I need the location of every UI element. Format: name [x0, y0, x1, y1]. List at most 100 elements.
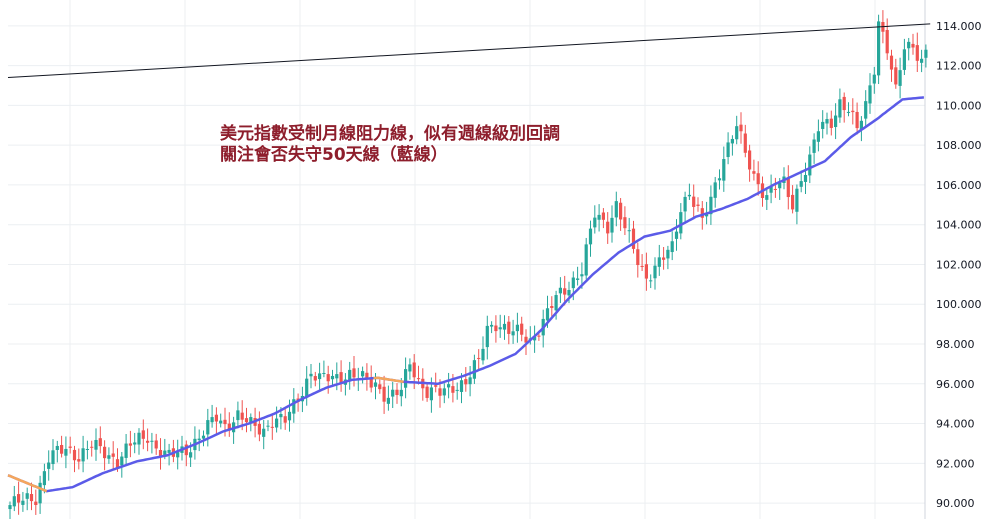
candle-down — [662, 257, 666, 260]
candle-down — [270, 426, 274, 428]
candle-down — [644, 264, 648, 279]
candle-down — [829, 118, 833, 128]
candle-up — [816, 131, 820, 142]
candle-up — [373, 382, 378, 387]
candle-up — [554, 295, 558, 311]
candle-up — [571, 277, 575, 289]
candle-down — [851, 110, 855, 113]
candle-up — [812, 139, 816, 153]
candle-up — [94, 439, 98, 450]
candle-down — [141, 430, 145, 439]
candle-up — [236, 410, 240, 421]
candle-up — [305, 378, 309, 398]
candle-down — [700, 208, 704, 218]
candle-down — [146, 440, 150, 443]
candle-up — [335, 374, 339, 379]
candle-down — [889, 55, 894, 70]
candle-up — [386, 397, 390, 404]
candle-down — [619, 202, 623, 220]
ma50-line-highlight — [373, 376, 404, 384]
candle-down — [29, 494, 34, 502]
candle-up — [834, 115, 838, 128]
candle-up — [124, 443, 128, 458]
candle-down — [313, 376, 317, 381]
candle-down — [791, 194, 795, 210]
candle-down — [60, 444, 64, 454]
candle-up — [576, 278, 580, 280]
candle-up — [597, 214, 601, 220]
candle-down — [524, 336, 528, 343]
candle-up — [717, 178, 722, 181]
candle-up — [713, 182, 717, 198]
candle-up — [872, 74, 876, 84]
candle-up — [176, 452, 180, 458]
y-tick-label: 106.000 — [936, 179, 982, 192]
candle-down — [520, 323, 524, 335]
candle-up — [502, 323, 507, 330]
candle-up — [404, 369, 408, 388]
annotation-line-2: 關注會否失守50天線（藍線） — [220, 145, 448, 165]
candle-up — [567, 289, 571, 296]
candle-up — [455, 389, 459, 391]
candle-up — [107, 455, 111, 459]
candle-down — [68, 446, 72, 448]
candle-up — [206, 420, 210, 435]
candle-down — [773, 188, 777, 190]
candle-up — [120, 456, 124, 466]
candle-down — [223, 419, 227, 425]
candle-up — [330, 375, 335, 380]
candle-up — [429, 387, 433, 401]
candle-up — [808, 154, 812, 176]
candle-up — [924, 49, 928, 58]
candle-up — [447, 384, 451, 388]
candle-down — [154, 440, 158, 449]
candle-down — [507, 321, 511, 334]
candle-up — [799, 181, 803, 187]
candle-up — [292, 399, 296, 414]
candle-up — [902, 49, 906, 70]
candle-down — [227, 423, 231, 431]
candle-up — [877, 21, 881, 76]
candle-down — [748, 150, 752, 170]
candle-up — [649, 280, 653, 282]
candle-up — [201, 435, 206, 439]
candle-down — [756, 173, 760, 185]
candle-up — [38, 482, 42, 504]
candle-up — [868, 85, 872, 104]
candle-up — [25, 493, 29, 499]
candle-down — [477, 357, 481, 359]
candle-up — [12, 496, 16, 507]
candle-down — [451, 386, 455, 393]
candle-up — [498, 327, 502, 330]
candle-up — [51, 450, 55, 465]
candle-down — [842, 96, 846, 111]
candle-down — [606, 221, 610, 234]
candle-up — [81, 448, 85, 462]
candle-down — [494, 325, 498, 332]
candle-down — [412, 362, 416, 378]
candle-down — [339, 372, 343, 384]
candle-up — [408, 364, 412, 372]
candle-up — [709, 196, 713, 215]
candle-up — [197, 438, 201, 441]
candle-up — [266, 425, 270, 427]
candle-up — [588, 228, 593, 245]
candle-up — [722, 159, 726, 181]
candle-up — [55, 445, 59, 450]
candle-down — [915, 45, 919, 61]
candle-down — [550, 306, 554, 308]
candle-up — [348, 369, 352, 380]
candle-down — [111, 453, 115, 457]
candle-up — [472, 360, 476, 379]
candle-down — [103, 446, 107, 459]
candle-down — [855, 111, 859, 129]
candle-down — [395, 389, 399, 395]
y-tick-label: 108.000 — [936, 139, 982, 152]
candle-up — [361, 371, 365, 377]
candle-down — [692, 196, 696, 207]
candle-down — [434, 385, 438, 387]
candle-down — [115, 459, 120, 468]
y-tick-label: 104.000 — [936, 219, 982, 232]
candle-up — [666, 249, 670, 259]
